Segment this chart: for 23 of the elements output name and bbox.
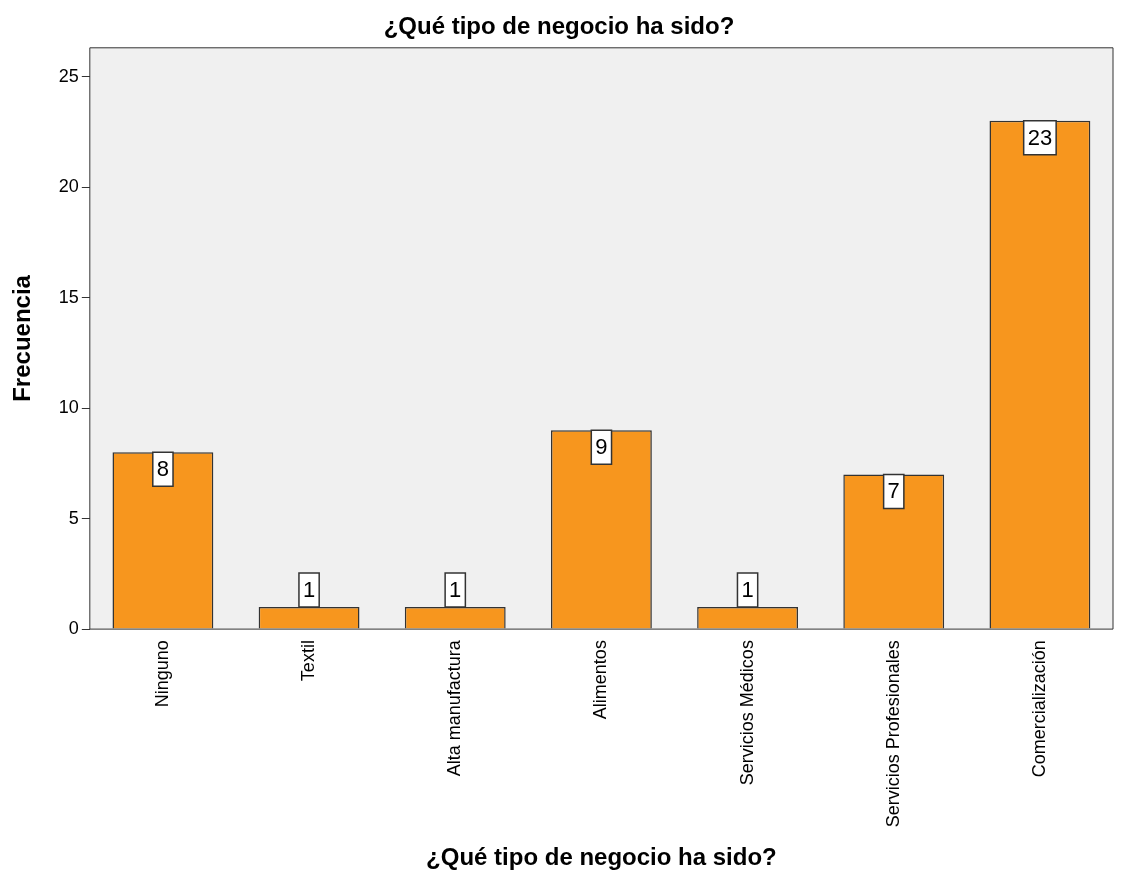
y-axis-title: Frecuencia: [8, 274, 36, 402]
x-axis-title: ¿Qué tipo de negocio ha sido?: [426, 843, 777, 871]
y-tick-label: 10: [58, 397, 79, 418]
data-label: 1: [741, 577, 754, 603]
x-tick-label: Alimentos: [590, 640, 611, 720]
x-tick-label: Ninguno: [151, 640, 172, 708]
chart-title: ¿Qué tipo de negocio ha sido?: [383, 12, 735, 40]
x-tick-label: Servicios Médicos: [736, 640, 757, 786]
x-tick-label: Textil: [298, 640, 319, 682]
x-tick-label: Servicios Profesionales: [882, 640, 903, 828]
data-label: 9: [595, 434, 608, 460]
data-label: 23: [1027, 124, 1053, 150]
x-tick-label: Comercialización: [1028, 640, 1049, 778]
data-label: 8: [156, 456, 170, 482]
x-tick-label: Alta manufactura: [444, 639, 465, 777]
y-tick-label: 25: [58, 65, 79, 86]
y-tick-label: 15: [58, 286, 79, 307]
y-tick-label: 0: [68, 618, 79, 639]
data-label: 7: [887, 478, 900, 504]
data-label: 1: [449, 577, 462, 603]
data-label: 1: [302, 577, 316, 603]
y-tick-label: 20: [58, 176, 79, 197]
y-tick-label: 5: [68, 507, 79, 528]
